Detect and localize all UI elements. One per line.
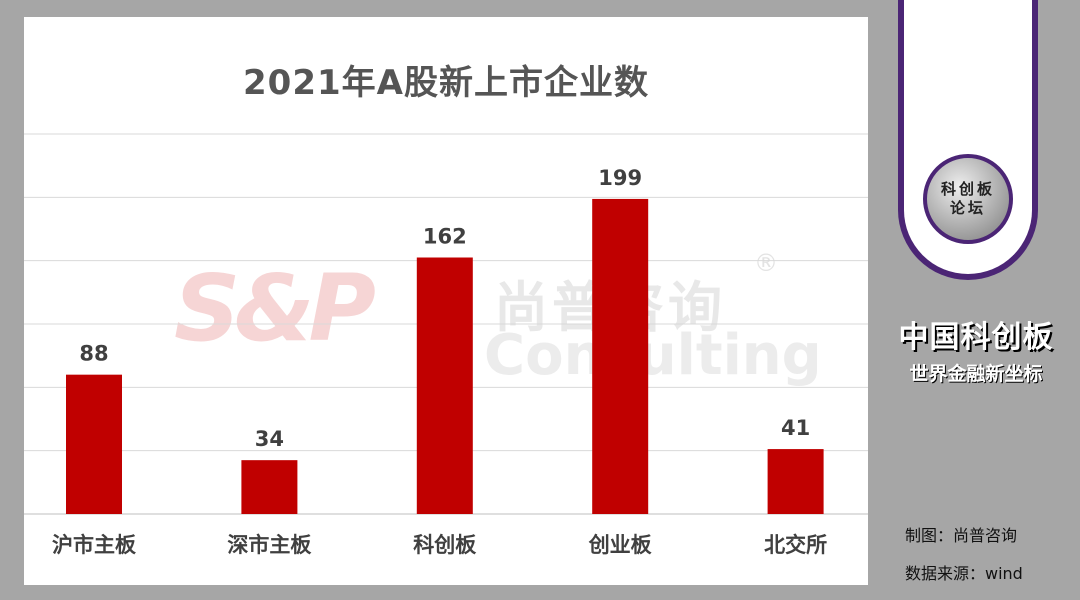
bar-4 [767,449,824,514]
category-label-2: 科创板 [413,533,477,557]
data-label-3: 199 [598,166,642,190]
forum-badge-frame: 科创板 论坛 [898,0,1038,280]
chart-panel: S&P 尚普咨询 ® Consulting 88沪市主板34深市主板162科创板… [24,17,868,585]
category-label-3: 创业板 [588,533,653,557]
data-label-2: 162 [423,225,467,249]
bar-1 [241,460,298,514]
badge-line-2: 论坛 [949,199,986,217]
category-label-4: 北交所 [764,533,827,557]
badge-line-1: 科创板 [940,180,995,198]
brand-title: 中国科创板 [898,320,1054,355]
chart-credit: 制图：尚普咨询 [905,526,1018,545]
data-label-0: 88 [79,342,108,366]
bar-3 [592,198,649,515]
category-label-1: 深市主板 [227,533,312,557]
category-label-0: 沪市主板 [52,533,137,557]
data-source: 数据来源：wind [905,564,1023,583]
data-label-1: 34 [255,427,284,451]
brand-slogan: 世界金融新坐标 [909,363,1043,385]
chart-title: 2021年A股新上市企业数 [243,63,649,103]
bar-2 [416,257,473,514]
bar-chart: 88 沪市主板 34 深市主板 162 科创板 199 创业板 41 北交所 [24,133,868,557]
forum-badge-logo: 科创板 论坛 [923,154,1013,244]
data-label-4: 41 [781,416,810,440]
bar-0 [66,374,122,514]
